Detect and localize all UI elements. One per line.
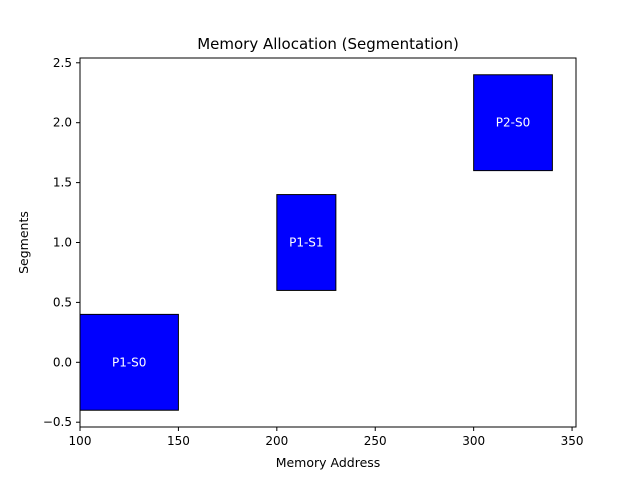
- x-tick-label: 150: [167, 434, 190, 448]
- y-tick-label: 1.5: [53, 176, 72, 190]
- y-tick-label: 0.0: [53, 355, 72, 369]
- segment-label-p1-s1: P1-S1: [289, 236, 323, 250]
- y-tick-label: 2.0: [53, 116, 72, 130]
- y-tick-label: 1.0: [53, 236, 72, 250]
- segment-bar-p2-s0: [473, 74, 553, 172]
- y-axis-label: Segments: [16, 211, 31, 274]
- x-tick-label: 350: [561, 434, 584, 448]
- x-axis-label: Memory Address: [276, 455, 381, 470]
- x-tick-label: 100: [69, 434, 92, 448]
- y-tick-label: −0.5: [43, 415, 72, 429]
- y-tick-label: 2.5: [53, 56, 72, 70]
- y-tick-label: 0.5: [53, 295, 72, 309]
- segment-label-p1-s0: P1-S0: [112, 355, 146, 369]
- x-tick-label: 250: [364, 434, 387, 448]
- plot-frame: [79, 57, 577, 428]
- x-tick-label: 200: [265, 434, 288, 448]
- segment-bar-p1-s0: [79, 313, 179, 411]
- chart-title: Memory Allocation (Segmentation): [197, 35, 459, 53]
- ticks-layer: 100 150 200 250 300 350 −0.5 0.0 0.5 1.0 1.5 2.0 2.5: [43, 56, 584, 448]
- x-tick-label: 300: [462, 434, 485, 448]
- segment-label-p2-s0: P2-S0: [496, 116, 530, 130]
- bars-layer: P1-S0 P1-S1 P2-S0: [79, 74, 553, 411]
- segment-bar-p1-s1: [276, 194, 337, 291]
